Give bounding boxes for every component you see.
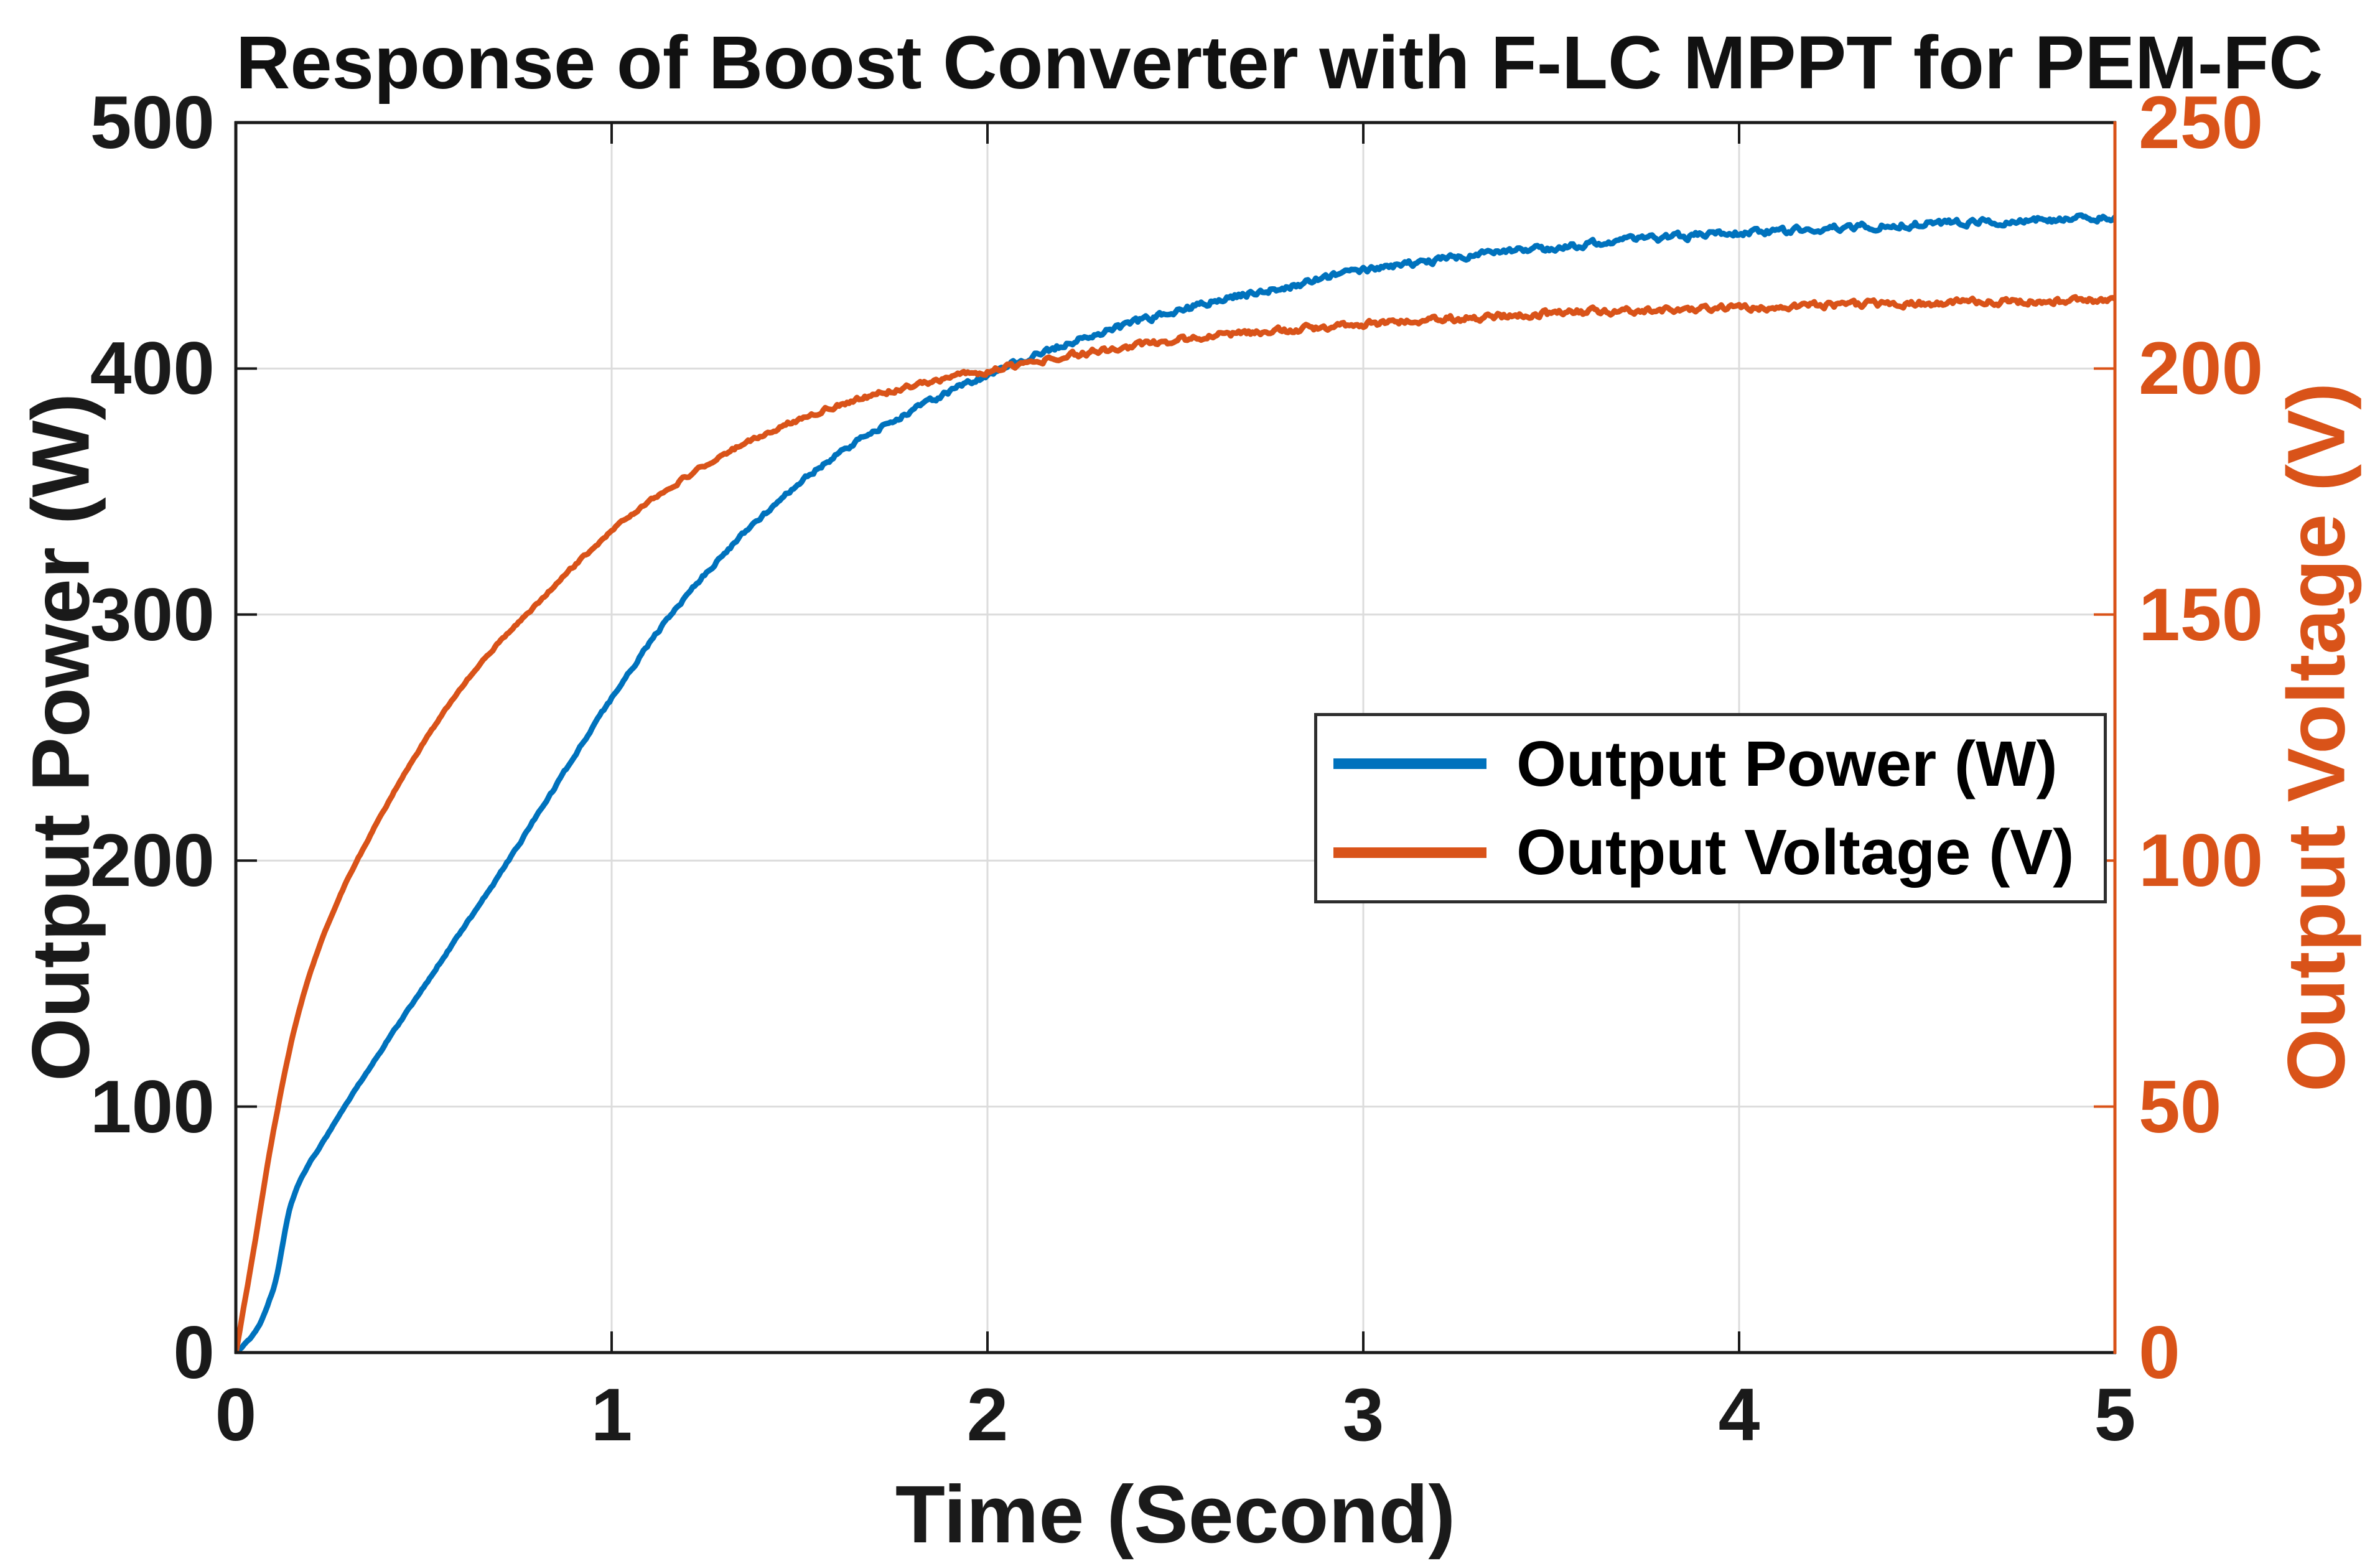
legend-item-label: Output Voltage (V)	[1516, 816, 2074, 888]
y-right-tick-label: 150	[2139, 573, 2264, 656]
axis-ticks	[236, 123, 2115, 1353]
y-left-tick-label: 300	[90, 573, 215, 656]
axis-frame	[234, 121, 2117, 1354]
x-tick-label: 4	[1718, 1373, 1760, 1456]
y-axis-right-label: Output Voltage (V)	[2270, 382, 2362, 1093]
x-tick-label: 1	[590, 1373, 633, 1456]
y-left-tick-label: 200	[90, 819, 215, 902]
x-axis-label: Time (Second)	[895, 1468, 1456, 1560]
y-left-tick-label: 0	[173, 1311, 215, 1394]
y-left-tick-label: 100	[90, 1065, 215, 1149]
legend: Output Power (W) Output Voltage (V)	[1314, 713, 2107, 903]
y-left-tick-label: 400	[90, 327, 215, 410]
chart-title: Response of Boost Converter with F-LC MP…	[236, 20, 2323, 105]
y-right-tick-label: 0	[2139, 1311, 2180, 1394]
legend-line-power-icon	[1333, 758, 1486, 770]
x-tick-label: 2	[966, 1373, 1009, 1456]
x-tick-label: 5	[2094, 1373, 2136, 1456]
legend-item-label: Output Power (W)	[1516, 727, 2058, 799]
legend-item: Output Voltage (V)	[1333, 811, 2104, 893]
y-right-tick-label: 250	[2139, 81, 2264, 164]
voltage-curve	[236, 294, 2115, 1353]
legend-line-voltage-icon	[1333, 847, 1486, 858]
y-left-tick-label: 500	[90, 81, 215, 164]
y-right-tick-label: 50	[2139, 1065, 2222, 1149]
legend-item: Output Power (W)	[1333, 723, 2104, 805]
y-right-tick-label: 200	[2139, 327, 2264, 410]
y-right-tick-label: 100	[2139, 819, 2264, 902]
y-axis-left-label: Output Power (W)	[14, 393, 106, 1082]
x-tick-label: 3	[1342, 1373, 1384, 1456]
x-tick-label: 0	[215, 1373, 257, 1456]
power-curve	[236, 212, 2115, 1353]
